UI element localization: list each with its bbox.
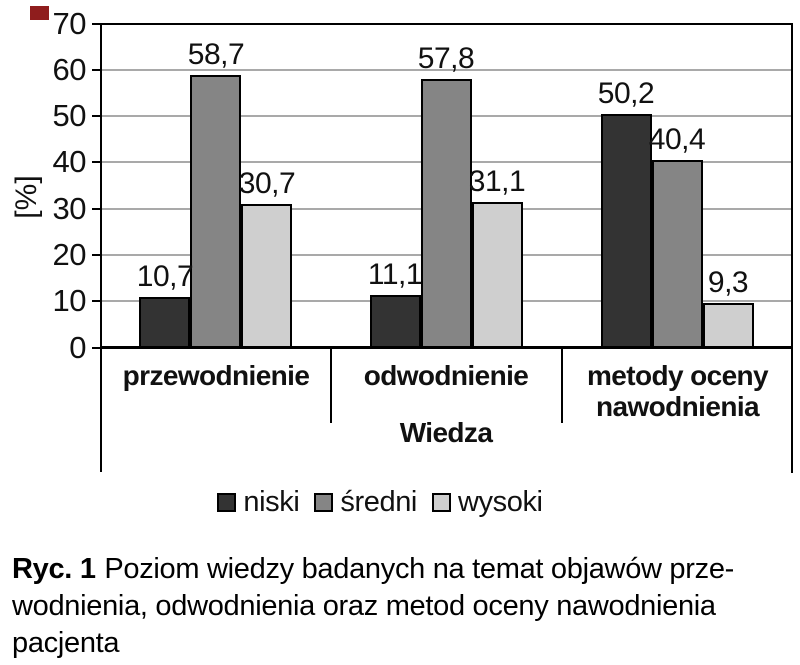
value-label: 40,4 bbox=[648, 123, 706, 156]
bar-sredni-przewodnienie bbox=[190, 75, 241, 348]
figure-accent-marker bbox=[30, 6, 49, 20]
value-label: 11,1 bbox=[367, 258, 423, 291]
bar-wysoki-odwodnienie bbox=[472, 202, 523, 348]
y-tick-label: 0 bbox=[69, 330, 86, 365]
bar-sredni-odwodnienie bbox=[421, 79, 472, 348]
caption-line: Ryc. 1 Poziom wiedzy badanych na temat ob… bbox=[12, 551, 796, 588]
bar-niski-metody bbox=[601, 114, 652, 348]
value-label: 50,2 bbox=[597, 77, 655, 110]
bar-sredni-metody bbox=[652, 160, 703, 348]
figure-caption: Ryc. 1 Poziom wiedzy badanych na temat ob… bbox=[12, 551, 796, 662]
bar-wysoki-przewodnienie bbox=[241, 204, 292, 348]
y-tick-label: 70 bbox=[52, 6, 87, 41]
y-axis-tick bbox=[92, 115, 102, 117]
y-axis-tick bbox=[92, 69, 102, 71]
x-axis-line bbox=[101, 346, 793, 349]
legend-item-niski: niski bbox=[217, 486, 300, 519]
y-axis-tick bbox=[92, 208, 102, 210]
legend-item-sredni: średni bbox=[314, 486, 417, 519]
caption-figure-number: Ryc. 1 bbox=[12, 553, 96, 585]
y-tick-label: 60 bbox=[52, 52, 87, 87]
legend-label: średni bbox=[340, 486, 417, 518]
legend-swatch-niski-icon bbox=[217, 493, 237, 512]
plot-top-border bbox=[101, 23, 793, 25]
y-tick-label: 10 bbox=[52, 283, 87, 318]
y-axis-tick bbox=[92, 300, 102, 302]
gridline bbox=[102, 69, 791, 71]
y-tick-label: 50 bbox=[52, 98, 87, 133]
category-label-przewodnienie: przewodnienie bbox=[122, 360, 310, 391]
value-label: 9,3 bbox=[707, 266, 749, 299]
x-axis-title: Wiedza bbox=[399, 417, 493, 448]
caption-text: Poziom wiedzy badanych na temat objawów … bbox=[104, 553, 734, 585]
y-axis-title: [%] bbox=[10, 175, 43, 219]
legend-label: wysoki bbox=[457, 486, 543, 518]
y-axis-tick bbox=[92, 23, 102, 25]
value-label: 31,1 bbox=[468, 165, 526, 198]
y-axis-tick bbox=[92, 347, 102, 349]
value-label: 58,7 bbox=[187, 38, 245, 71]
y-tick-label: 20 bbox=[52, 237, 87, 272]
category-divider bbox=[561, 349, 563, 423]
category-label-line: nawodnienia bbox=[596, 391, 760, 422]
plot-right-border bbox=[791, 23, 793, 473]
bar-niski-przewodnienie bbox=[139, 297, 190, 348]
legend-label: niski bbox=[243, 486, 300, 518]
bar-niski-odwodnienie bbox=[370, 295, 421, 348]
y-axis-line bbox=[100, 23, 102, 472]
y-axis-tick bbox=[92, 254, 102, 256]
value-label: 57,8 bbox=[417, 42, 475, 75]
bar-wysoki-metody bbox=[703, 303, 754, 348]
value-label: 30,7 bbox=[238, 167, 296, 200]
category-label-metody-oceny-nawodnienia: metody oceny nawodnienia bbox=[562, 360, 793, 422]
category-label-line: metody oceny bbox=[586, 360, 769, 391]
y-axis-tick bbox=[92, 161, 102, 163]
legend: niski średni wysoki bbox=[0, 486, 760, 519]
y-tick-label: 30 bbox=[52, 191, 87, 226]
category-label-odwodnienie: odwodnienie bbox=[363, 360, 529, 391]
legend-swatch-sredni-icon bbox=[314, 493, 334, 512]
caption-line: wodnienia, odwodnienia oraz metod oceny … bbox=[12, 590, 716, 622]
caption-line: pacjenta bbox=[12, 627, 120, 659]
category-divider bbox=[330, 349, 332, 423]
value-label: 10,7 bbox=[136, 260, 194, 293]
legend-swatch-wysoki-icon bbox=[431, 493, 451, 512]
y-tick-label: 40 bbox=[52, 144, 87, 179]
legend-item-wysoki: wysoki bbox=[431, 486, 543, 519]
